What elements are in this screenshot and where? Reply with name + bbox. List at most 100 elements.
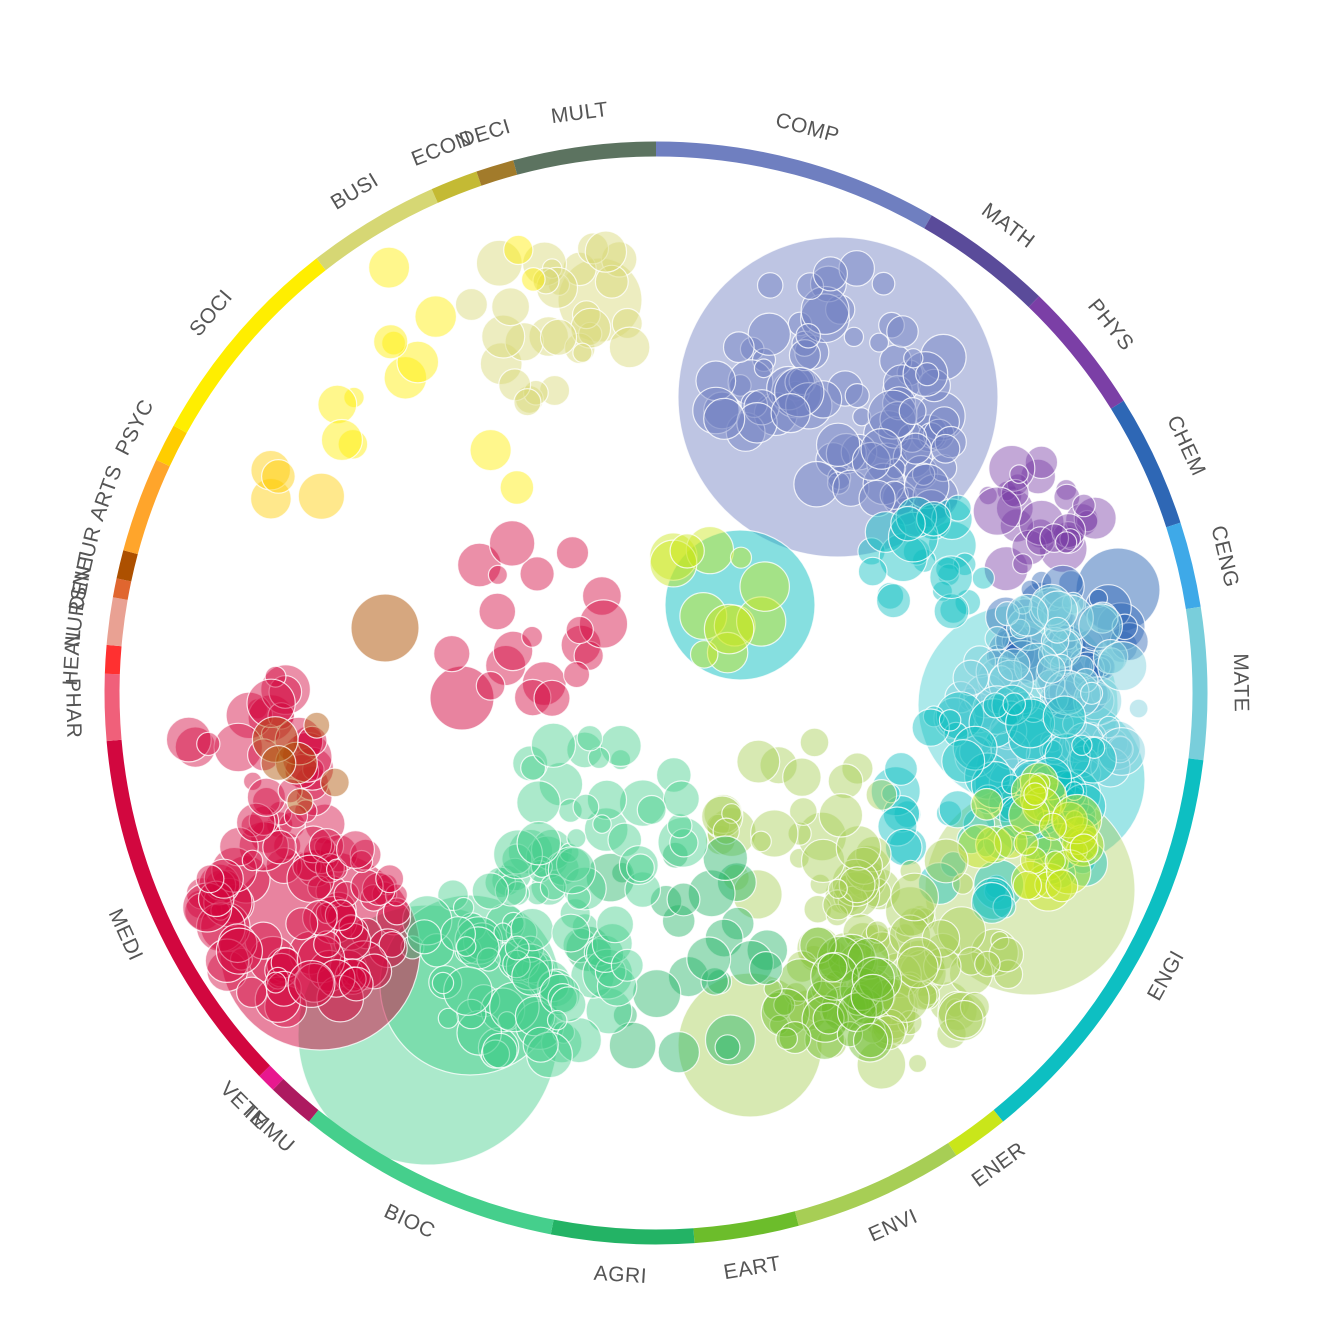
paper-bubble (689, 640, 719, 669)
paper-bubble (491, 287, 531, 327)
paper-bubble (930, 433, 961, 464)
paper-bubble (383, 355, 428, 400)
paper-bubble (559, 898, 591, 930)
paper-bubble (939, 595, 968, 625)
paper-bubble (1044, 850, 1066, 872)
paper-bubble (957, 824, 1002, 869)
paper-bubble (884, 828, 923, 867)
paper-bubble (748, 950, 784, 986)
paper-bubble (990, 930, 1010, 951)
paper-bubble (626, 853, 655, 883)
paper-bubble (285, 907, 319, 941)
paper-bubble (1030, 570, 1053, 593)
paper-bubble (611, 307, 643, 340)
paper-bubble (618, 779, 667, 827)
paper-bubble (838, 866, 876, 904)
paper-bubble (504, 935, 530, 961)
paper-bubble (1092, 638, 1129, 675)
paper-bubble (476, 947, 501, 972)
paper-bubble (1075, 681, 1115, 721)
paper-bubble (886, 315, 919, 348)
paper-bubble (716, 862, 757, 903)
paper-bubble (510, 907, 555, 952)
paper-bubble (1097, 640, 1148, 692)
paper-bubble (215, 927, 263, 975)
paper-bubble (804, 1019, 845, 1061)
paper-bubble (414, 295, 458, 339)
paper-bubble (795, 322, 821, 349)
ring-segment-neur (116, 550, 138, 582)
paper-bubble (1036, 654, 1066, 684)
paper-bubble (770, 393, 811, 434)
paper-bubble (378, 931, 406, 958)
paper-bubble (915, 362, 940, 387)
ring-segment-medi (106, 739, 271, 1077)
paper-bubble (267, 702, 295, 730)
paper-bubble (899, 859, 922, 883)
paper-bubble (988, 936, 1025, 973)
paper-bubble (277, 778, 303, 804)
paper-bubble (704, 918, 744, 958)
category-label-arts: ARTS (86, 462, 127, 524)
ring-segment-eart (693, 1211, 799, 1244)
category-label-phys: PHYS (1083, 295, 1138, 355)
paper-bubble (869, 332, 890, 353)
paper-bubble (530, 722, 577, 768)
category-label-math: MATH (977, 199, 1039, 253)
paper-bubble (636, 794, 667, 825)
paper-bubble (867, 389, 918, 440)
paper-bubble (532, 267, 560, 295)
paper-bubble (565, 615, 594, 645)
ring-segment-mate (1185, 606, 1208, 761)
ring-segment-deci (476, 160, 518, 186)
paper-bubble (546, 1009, 568, 1031)
paper-bubble (174, 726, 217, 768)
category-label-psyc: PSYC (111, 396, 158, 459)
paper-bubble (562, 866, 607, 911)
paper-bubble (1000, 478, 1030, 508)
paper-bubble (1043, 616, 1071, 644)
paper-bubble (592, 814, 612, 834)
paper-bubble (1012, 553, 1034, 575)
paper-bubble (1013, 830, 1039, 857)
paper-bubble (871, 271, 896, 296)
paper-bubble (983, 546, 1029, 592)
paper-bubble (800, 285, 850, 335)
paper-bubble (661, 904, 696, 938)
paper-bubble (729, 546, 753, 569)
paper-bubble (762, 991, 793, 1023)
paper-bubble (832, 469, 870, 507)
paper-bubble (566, 828, 587, 849)
paper-bubble (778, 958, 823, 1002)
paper-bubble (857, 556, 888, 587)
ring-segment-econ (431, 171, 482, 203)
paper-bubble (1009, 618, 1031, 640)
paper-bubble (1088, 588, 1109, 609)
paper-bubble (471, 872, 509, 910)
paper-bubble (728, 374, 752, 397)
paper-bubble (264, 665, 287, 688)
paper-bubble (246, 678, 296, 729)
paper-bubble (827, 933, 877, 983)
paper-bubble (528, 316, 570, 357)
paper-bubble (836, 992, 877, 1033)
paper-bubble (940, 851, 967, 878)
paper-bubble (294, 962, 335, 1003)
paper-bubble (251, 716, 299, 763)
paper-bubble (803, 894, 833, 924)
paper-bubble (165, 716, 212, 763)
paper-bubble (801, 995, 849, 1043)
paper-bubble (381, 330, 407, 356)
paper-bubble (539, 873, 567, 901)
paper-bubble (324, 899, 357, 931)
paper-bubble (262, 829, 297, 865)
paper-bubble (566, 885, 592, 910)
paper-bubble (240, 813, 265, 838)
paper-bubble (884, 886, 936, 937)
paper-bubble (320, 767, 350, 798)
category-label-medi: MEDI (104, 905, 148, 964)
category-label-soci: SOCI (185, 285, 237, 341)
paper-bubble (1051, 793, 1103, 845)
paper-bubble (583, 807, 629, 852)
paper-bubble (572, 342, 593, 363)
